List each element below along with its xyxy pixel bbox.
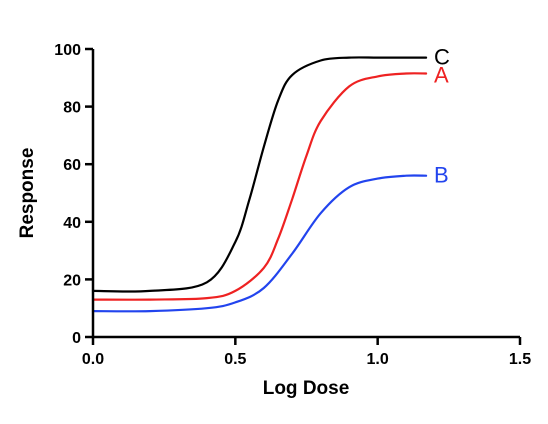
y-tick-label: 60 — [63, 157, 81, 174]
x-tick-label: 0.0 — [82, 351, 104, 368]
series-label-b: B — [434, 163, 449, 188]
series-line-c — [91, 56, 428, 293]
series-line-a — [91, 72, 428, 301]
plot-area: CA B — [91, 45, 450, 313]
axes: 0 20 40 60 80 100 0.0 0.5 1.0 1.5 — [54, 42, 531, 368]
y-tick-label: 80 — [63, 100, 81, 117]
y-tick-label: 100 — [54, 42, 81, 59]
series-line-b — [91, 174, 428, 313]
x-tick-label: 1.5 — [509, 351, 531, 368]
y-tick-label: 0 — [72, 330, 81, 347]
y-tick-label: 40 — [63, 215, 81, 232]
series-label-c: C — [434, 45, 450, 70]
y-tick-label: 20 — [63, 272, 81, 289]
x-tick-label: 0.5 — [224, 351, 246, 368]
series-label-a: A — [434, 62, 449, 87]
x-tick-label: 1.0 — [367, 351, 389, 368]
x-axis-title: Log Dose — [263, 378, 350, 399]
y-axis-title: Response — [17, 148, 38, 239]
